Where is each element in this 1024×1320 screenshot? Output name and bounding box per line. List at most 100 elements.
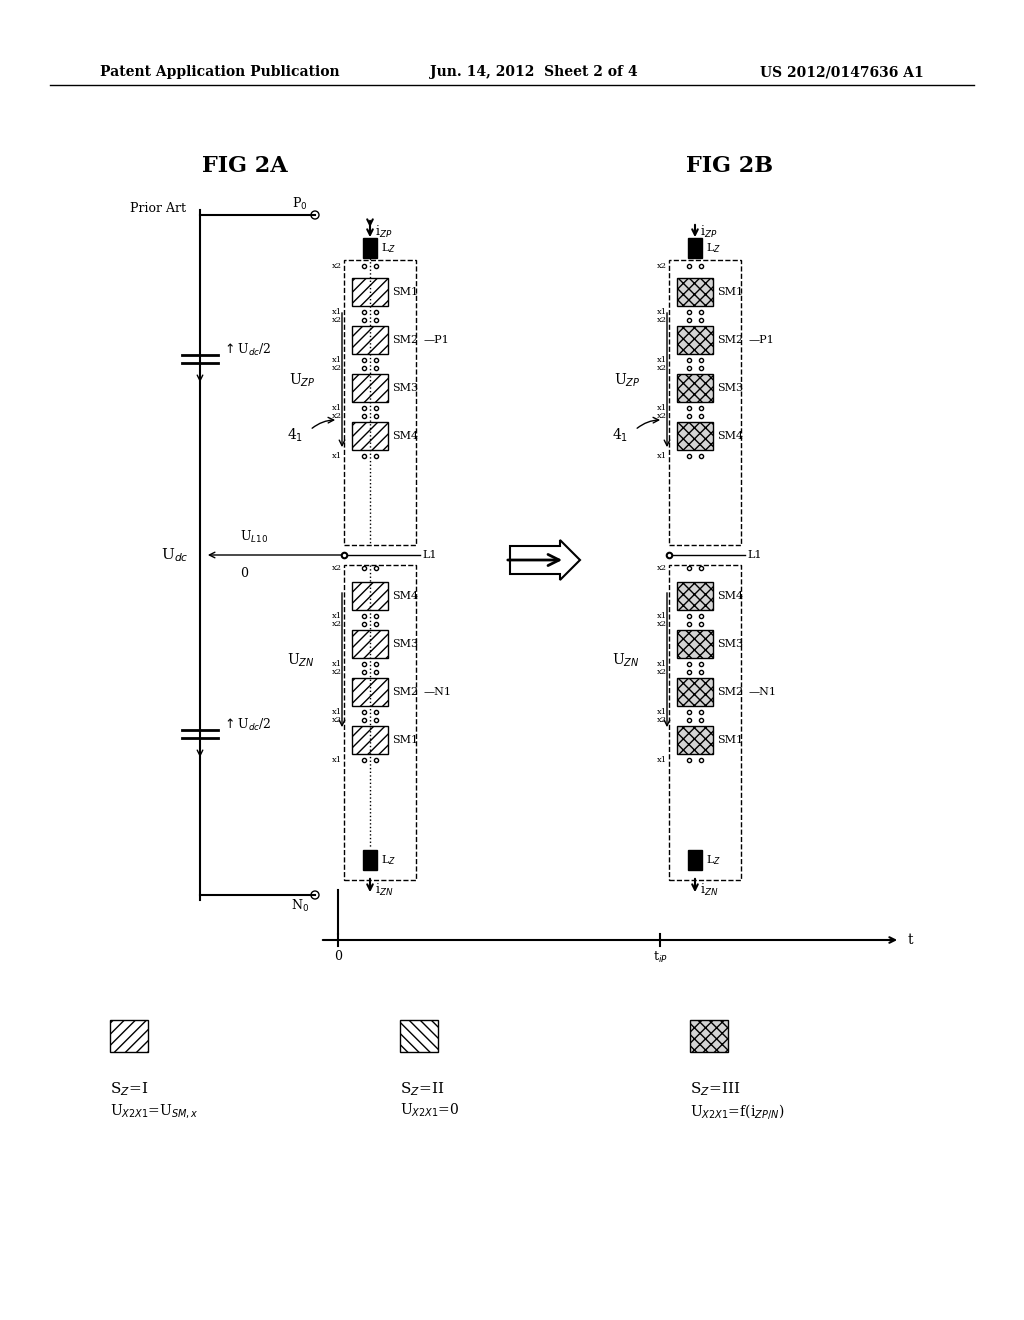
Text: x1: x1	[332, 660, 342, 668]
Text: U$_{ZN}$: U$_{ZN}$	[288, 651, 315, 669]
Bar	[362, 850, 377, 870]
Text: x1: x1	[656, 451, 667, 459]
Text: x2: x2	[657, 261, 667, 271]
Text: SM1: SM1	[392, 286, 418, 297]
Text: L$_Z$: L$_Z$	[706, 853, 721, 867]
Bar	[688, 850, 702, 870]
Text: P$_0$: P$_0$	[292, 195, 308, 213]
Text: L$_Z$: L$_Z$	[706, 242, 721, 255]
Text: 4$_1$: 4$_1$	[612, 426, 628, 444]
Text: $\uparrow$U$_{dc}$/2: $\uparrow$U$_{dc}$/2	[222, 342, 271, 358]
Text: —N1: —N1	[424, 686, 452, 697]
Text: x2: x2	[657, 668, 667, 676]
Text: x2: x2	[332, 412, 342, 420]
Text: x1: x1	[656, 356, 667, 364]
Text: x1: x1	[332, 756, 342, 764]
Text: x2: x2	[332, 620, 342, 628]
Text: x1: x1	[332, 308, 342, 315]
Bar	[677, 678, 713, 706]
Text: L$_Z$: L$_Z$	[381, 853, 396, 867]
Text: SM3: SM3	[717, 639, 743, 649]
Text: Prior Art: Prior Art	[130, 202, 186, 215]
Bar	[352, 374, 388, 403]
Text: x2: x2	[332, 261, 342, 271]
Text: t: t	[908, 933, 913, 946]
Text: SM2: SM2	[392, 686, 418, 697]
Text: x2: x2	[332, 564, 342, 572]
Text: SM1: SM1	[717, 735, 743, 744]
Text: 0: 0	[240, 568, 248, 579]
Text: x1: x1	[332, 451, 342, 459]
Text: x2: x2	[332, 715, 342, 723]
Bar	[677, 582, 713, 610]
Bar	[344, 565, 416, 880]
Text: SM3: SM3	[392, 383, 418, 393]
Text: —N1: —N1	[749, 686, 777, 697]
Bar	[110, 1020, 148, 1052]
Text: S$_Z$=I: S$_Z$=I	[110, 1080, 148, 1098]
Text: U$_{ZP}$: U$_{ZP}$	[289, 371, 315, 388]
Text: x2: x2	[332, 668, 342, 676]
Text: SM4: SM4	[392, 432, 418, 441]
Text: SM2: SM2	[717, 686, 743, 697]
Text: 0: 0	[334, 950, 342, 964]
Bar	[677, 422, 713, 450]
Text: —P1: —P1	[424, 335, 450, 345]
Bar	[677, 326, 713, 354]
Bar	[352, 726, 388, 754]
Text: L$_Z$: L$_Z$	[381, 242, 396, 255]
Text: U$_{dc}$: U$_{dc}$	[161, 546, 188, 564]
Text: x1: x1	[656, 612, 667, 620]
Text: x2: x2	[657, 364, 667, 372]
Text: x2: x2	[332, 315, 342, 323]
Text: SM4: SM4	[717, 432, 743, 441]
Text: i$_{ZP}$: i$_{ZP}$	[700, 224, 718, 240]
Text: x2: x2	[657, 715, 667, 723]
Bar	[688, 238, 702, 257]
Bar	[669, 260, 741, 545]
Text: SM2: SM2	[392, 335, 418, 345]
Text: SM4: SM4	[717, 591, 743, 601]
Bar	[362, 238, 377, 257]
Bar	[352, 630, 388, 657]
Text: x2: x2	[657, 620, 667, 628]
Text: x1: x1	[656, 404, 667, 412]
Text: FIG 2B: FIG 2B	[686, 154, 773, 177]
Text: x2: x2	[657, 412, 667, 420]
Text: S$_Z$=II: S$_Z$=II	[400, 1080, 444, 1098]
Text: t$_{iP}$: t$_{iP}$	[652, 950, 668, 965]
Bar	[352, 279, 388, 306]
Text: Jun. 14, 2012  Sheet 2 of 4: Jun. 14, 2012 Sheet 2 of 4	[430, 65, 638, 79]
Text: x1: x1	[332, 708, 342, 715]
Text: x1: x1	[332, 356, 342, 364]
Text: SM4: SM4	[392, 591, 418, 601]
Text: U$_{ZP}$: U$_{ZP}$	[613, 371, 640, 388]
Text: U$_{X2X1}$=0: U$_{X2X1}$=0	[400, 1102, 460, 1119]
Text: Patent Application Publication: Patent Application Publication	[100, 65, 340, 79]
Text: U$_{X2X1}$=U$_{SM, x}$: U$_{X2X1}$=U$_{SM, x}$	[110, 1102, 199, 1119]
Bar	[344, 260, 416, 545]
Bar	[677, 374, 713, 403]
Text: x2: x2	[332, 364, 342, 372]
Text: x2: x2	[657, 564, 667, 572]
Bar	[400, 1020, 438, 1052]
Bar	[352, 422, 388, 450]
Text: 4$_1$: 4$_1$	[287, 426, 303, 444]
Text: x1: x1	[656, 756, 667, 764]
Text: x1: x1	[656, 708, 667, 715]
Text: x1: x1	[332, 404, 342, 412]
Text: US 2012/0147636 A1: US 2012/0147636 A1	[760, 65, 924, 79]
Bar	[669, 565, 741, 880]
Bar	[352, 678, 388, 706]
Text: L1: L1	[422, 550, 436, 560]
Text: i$_{ZP}$: i$_{ZP}$	[375, 224, 392, 240]
Text: x2: x2	[657, 315, 667, 323]
Text: SM3: SM3	[717, 383, 743, 393]
Text: U$_{X2X1}$=f(i$_{ZP/N}$): U$_{X2X1}$=f(i$_{ZP/N}$)	[690, 1102, 784, 1121]
Text: U$_{L10}$: U$_{L10}$	[240, 529, 268, 545]
Text: x1: x1	[656, 308, 667, 315]
Bar	[677, 630, 713, 657]
Text: FIG 2A: FIG 2A	[202, 154, 288, 177]
FancyArrow shape	[510, 540, 580, 579]
Text: L1: L1	[746, 550, 762, 560]
